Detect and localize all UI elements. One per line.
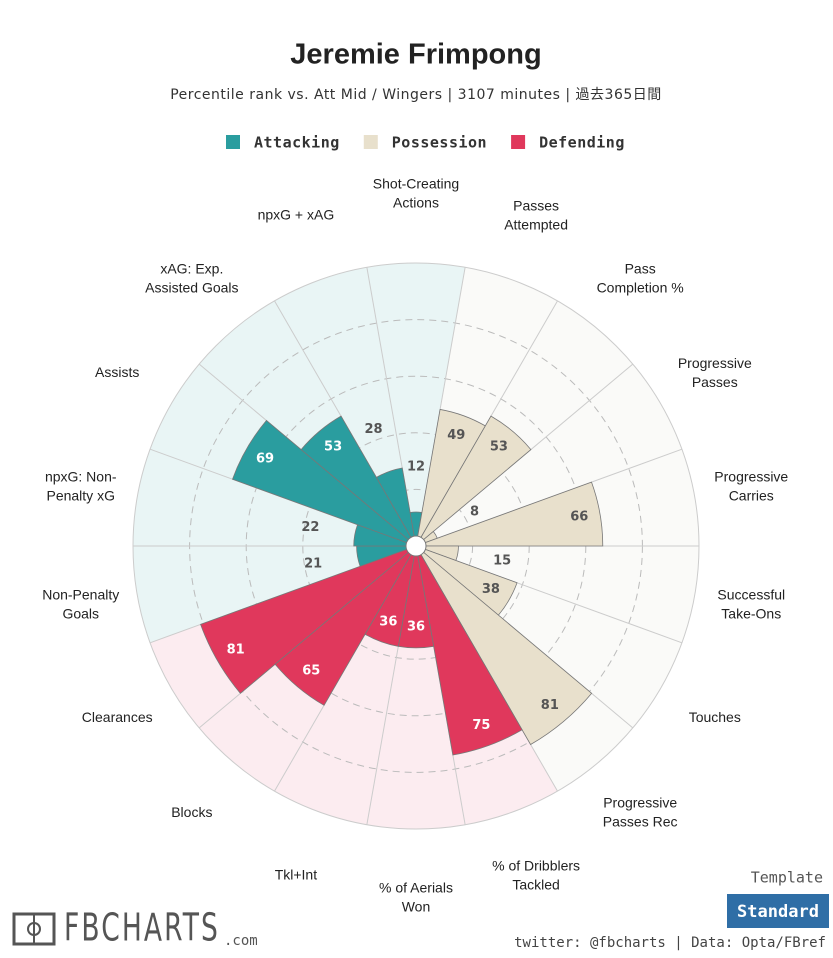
bar [200,545,417,694]
value-label: 15 [493,554,511,569]
legend-swatch [226,135,240,149]
wedge-background [133,546,416,643]
category-label: Tkl+Int [275,867,318,883]
wedge-background [133,449,416,546]
category-label: npxG + xAG [258,207,335,223]
wedge-background [416,364,682,546]
value-label: 12 [407,460,425,475]
credits: twitter: @fbcharts | Data: Opta/FBref [514,935,826,951]
chart-title: Jeremie Frimpong [290,39,541,71]
chart-subtitle: Percentile rank vs. Att Mid / Wingers | … [170,87,662,103]
category-label: Assists [95,364,139,380]
category-label: Touches [689,709,741,725]
value-label: 69 [256,451,274,466]
category-label: npxG: Non-Penalty xG [45,468,117,503]
wedge-background [366,546,466,830]
category-label: % of Aerials Won [379,879,453,914]
legend-swatch [363,135,378,149]
template-button-label[interactable]: Standard [737,902,819,922]
legend-swatch [511,135,526,149]
value-label: 8 [470,505,479,520]
plot: 21 Non-Penalty Goals 22 npxG: Non-Penalty xG… [42,175,788,914]
value-label: 53 [324,440,342,455]
template-button[interactable] [727,894,829,928]
category-label: Non-Penalty Goals [42,586,119,621]
category-label: Successful Take-Ons [717,586,785,621]
category-label: xAG: Exp. Assisted Goals [145,260,238,295]
category-label: Progressive Passes [678,355,752,390]
value-label: 65 [302,663,320,678]
value-label: 81 [227,643,245,658]
logo-text: FBCHARTS [64,906,220,950]
legend: Attacking Possession Defending [226,134,625,152]
template-label: Template [751,869,823,887]
wedge-background [366,263,466,546]
value-label: 75 [472,718,490,733]
bar [375,467,417,547]
value-label: 36 [379,615,397,630]
value-label: 49 [447,428,465,443]
logo-icon [12,912,56,946]
value-label: 28 [364,422,382,437]
value-label: 38 [482,582,500,597]
bar [415,415,532,547]
category-label: Passes Attempted [504,197,568,232]
value-label: 81 [541,698,559,713]
bar [415,481,604,547]
category-label: % of Dribblers Tackled [492,857,580,892]
bar [231,419,417,547]
category-label: Progressive Carries [714,468,788,503]
bar [415,545,523,756]
wedge-background [416,546,699,643]
bar [415,545,593,746]
category-label: Clearances [82,709,153,725]
category-label: Blocks [171,804,212,820]
logo-suffix: .com [224,933,258,949]
center-hole [405,535,427,557]
category-label: Progressive Passes Rec [603,794,678,829]
legend-label: Attacking [254,134,340,152]
value-label: 66 [570,510,588,525]
value-label: 36 [407,619,425,634]
legend-label: Defending [539,134,625,152]
value-label: 21 [304,557,322,572]
category-label: Pass Completion % [597,260,684,295]
category-label: Shot-Creating Actions [373,175,459,210]
value-label: 53 [490,440,508,455]
bar [300,415,417,547]
value-label: 22 [301,520,319,535]
legend-label: Possession [392,134,487,152]
